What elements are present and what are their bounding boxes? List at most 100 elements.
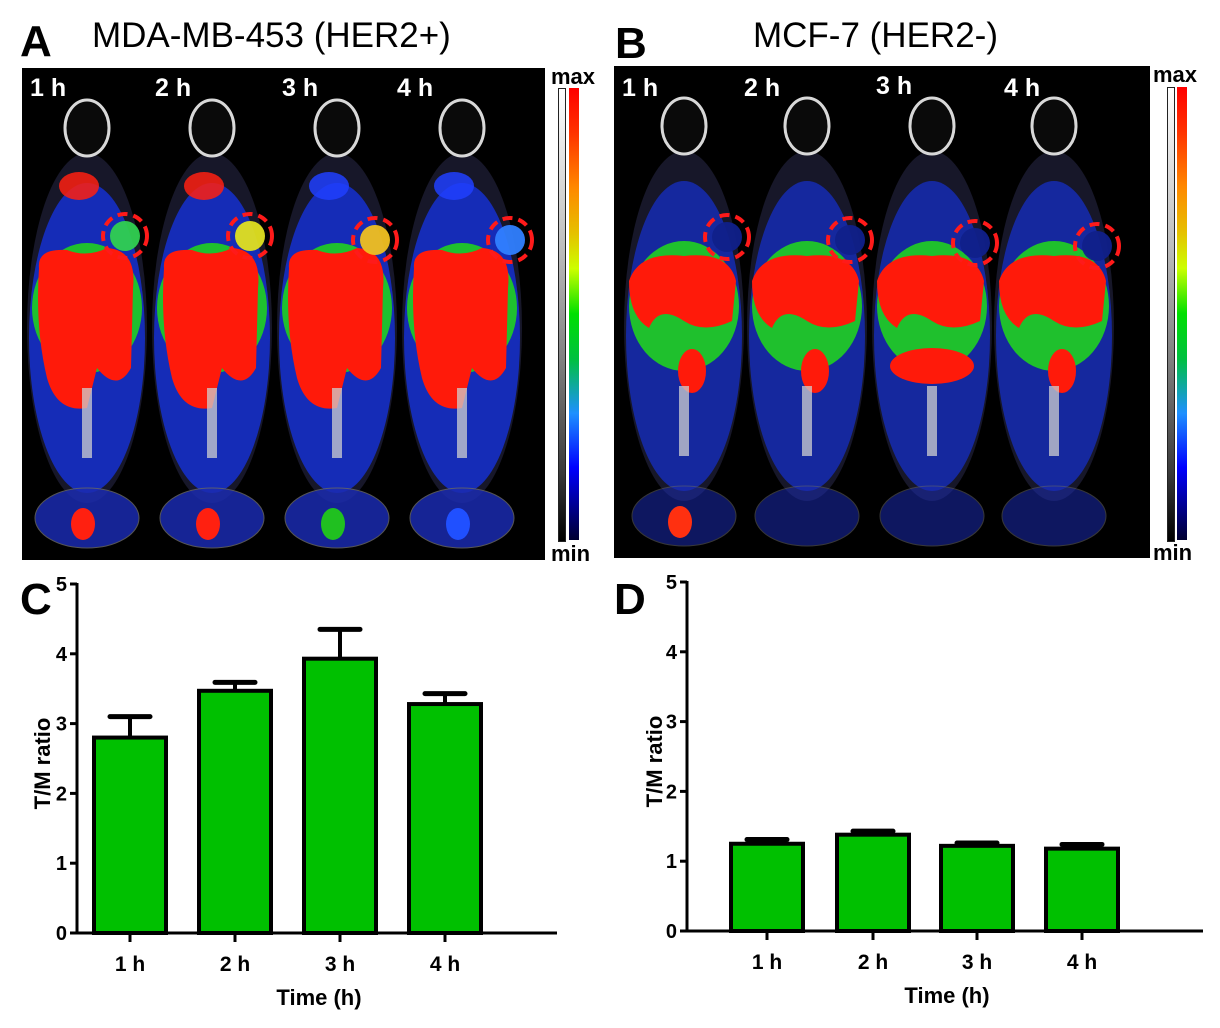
skull [908, 96, 956, 156]
tumor [360, 225, 390, 255]
x-tick-label: 2 h [220, 953, 250, 976]
axial-slice [1001, 485, 1107, 547]
panel-a-time-4h: 4 h [397, 74, 434, 102]
panel-b-pet-ct-image: 1 h 2 h 3 h 4 h [614, 66, 1150, 558]
skull [783, 96, 831, 156]
hot-organ [877, 255, 984, 328]
x-axis-title: Time (h) [276, 985, 361, 1010]
panel-a-title: MDA-MB-453 (HER2+) [92, 16, 451, 55]
panel-a-time-3h: 3 h [282, 74, 319, 102]
y-tick-label: 3 [666, 712, 677, 734]
hot-organ [288, 248, 384, 409]
x-tick-label: 1 h [115, 953, 145, 976]
tumor [712, 222, 742, 252]
y-tick-label: 4 [666, 642, 678, 664]
x-axis-title: Time (h) [904, 983, 989, 1008]
tumor [495, 225, 525, 255]
bar-3h [939, 843, 1015, 933]
panel-a-colorbar-min: min [551, 541, 591, 566]
bar-4h [407, 702, 483, 936]
axial-slice [754, 485, 860, 547]
tumor-circle [826, 216, 874, 264]
bar-2h [197, 688, 273, 935]
x-tick-label: 3 h [962, 951, 992, 974]
panel-b-colorbar-gray [1167, 87, 1175, 542]
y-axis-title: T/M ratio [30, 718, 55, 810]
tumor-circle [703, 213, 751, 261]
y-tick-label: 5 [56, 574, 67, 596]
mouse-scan [152, 98, 274, 549]
panel-a-scan-drawing [27, 98, 534, 549]
panel-b-scan-drawing [624, 96, 1121, 547]
mouse-scan [747, 96, 874, 547]
tumor-circle [1073, 222, 1121, 270]
y-tick-label: 3 [56, 714, 67, 736]
panel-b-colorbar-min: min [1153, 540, 1193, 565]
skull [63, 98, 111, 158]
panel-b-time-3h: 3 h [876, 72, 913, 100]
mouse-scan [402, 98, 534, 549]
bar-4h [1044, 846, 1120, 933]
y-tick-label: 4 [56, 644, 68, 666]
mouse-scan [872, 96, 999, 547]
panel-a-pet-ct-image: 1 h 2 h 3 h 4 h [22, 68, 545, 560]
hot-organ [629, 255, 736, 328]
tumor-circle [351, 216, 399, 264]
tumor [835, 225, 865, 255]
hot-organ [752, 255, 859, 328]
panel-c-letter: C [20, 575, 52, 624]
panel-b-letter: B [615, 19, 647, 68]
tumor-circle [226, 212, 274, 260]
skull [188, 98, 236, 158]
mouse-scan [27, 98, 149, 549]
tumor [235, 221, 265, 251]
tumor-circle [101, 212, 149, 260]
axial-slice [879, 485, 985, 547]
x-tick-label: 4 h [1067, 951, 1097, 974]
panel-b-time-2h: 2 h [744, 74, 781, 102]
tumor [960, 228, 990, 258]
tumor-circle [951, 219, 999, 267]
panel-b-colorbar-color [1177, 87, 1187, 540]
y-axis-title: T/M ratio [642, 716, 667, 808]
tumor [110, 221, 140, 251]
y-tick-label: 5 [666, 572, 677, 594]
panel-a-time-2h: 2 h [155, 74, 192, 102]
hot-organ [163, 248, 259, 409]
x-tick-label: 3 h [325, 953, 355, 976]
y-tick-label: 0 [56, 923, 67, 945]
chart-d: 0 1 2 3 4 5 1 h 2 h 3 h 4 h Time (h) T/M ratio [642, 572, 1203, 1008]
x-tick-label: 4 h [430, 953, 460, 976]
bar-2h [835, 832, 911, 934]
tumor [1082, 231, 1112, 261]
bar-1h [92, 735, 168, 935]
mouse-scan [624, 96, 751, 547]
bar-1h [729, 841, 805, 933]
panel-a-colorbar-color [569, 88, 579, 540]
y-tick-label: 2 [666, 781, 677, 803]
panel-a-time-1h: 1 h [30, 74, 67, 102]
panel-a-letter: A [20, 17, 52, 66]
panel-d-letter: D [614, 575, 646, 624]
skull [1030, 96, 1078, 156]
x-tick-label: 2 h [858, 951, 888, 974]
bar-3h [302, 656, 378, 935]
skull [438, 98, 486, 158]
hot-organ [38, 248, 134, 409]
panel-b-colorbar-max: max [1153, 62, 1198, 87]
x-tick-label: 1 h [752, 951, 782, 974]
panel-a-colorbar-max: max [551, 64, 596, 89]
y-tick-label: 2 [56, 783, 67, 805]
y-tick-label: 1 [666, 851, 677, 873]
panel-a-colorbar-gray [558, 88, 566, 542]
mouse-scan [277, 98, 399, 549]
panel-b-time-1h: 1 h [622, 74, 659, 102]
chart-c: 0 1 2 3 4 5 1 h 2 h 3 h 4 h Time (h) T/M ratio [30, 574, 557, 1010]
skull [660, 96, 708, 156]
skull [313, 98, 361, 158]
y-tick-label: 1 [56, 853, 67, 875]
hot-organ [999, 255, 1106, 328]
panel-b-title: MCF-7 (HER2-) [753, 16, 998, 55]
panel-b-time-4h: 4 h [1004, 74, 1041, 102]
